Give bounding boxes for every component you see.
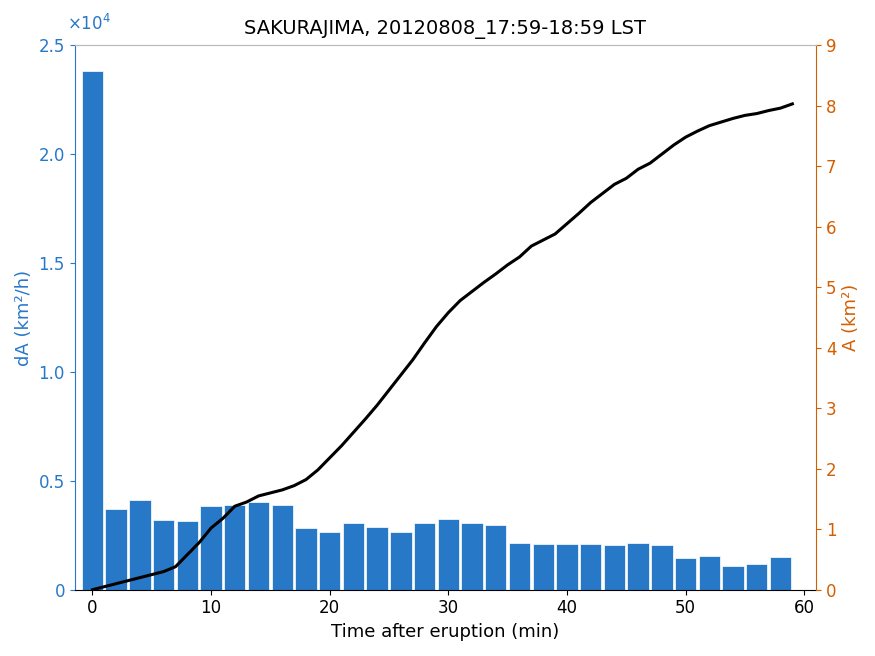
Bar — [414, 523, 435, 590]
Bar — [390, 532, 411, 590]
Bar — [651, 545, 673, 590]
X-axis label: Time after eruption (min): Time after eruption (min) — [332, 623, 559, 641]
Bar — [438, 519, 459, 590]
Bar — [627, 543, 649, 590]
Bar — [770, 557, 791, 590]
Bar — [509, 543, 530, 590]
Bar — [723, 565, 744, 590]
Bar — [248, 501, 270, 590]
Bar — [604, 545, 625, 590]
Bar — [295, 527, 317, 590]
Bar — [153, 520, 174, 590]
Bar — [343, 523, 364, 590]
Bar — [177, 521, 198, 590]
Bar — [533, 544, 554, 590]
Bar — [319, 532, 340, 590]
Title: SAKURAJIMA, 20120808_17:59-18:59 LST: SAKURAJIMA, 20120808_17:59-18:59 LST — [244, 20, 647, 39]
Bar — [81, 72, 103, 590]
Bar — [746, 564, 767, 590]
Bar — [271, 504, 293, 590]
Bar — [106, 509, 127, 590]
Bar — [367, 527, 388, 590]
Text: $\times10^4$: $\times10^4$ — [67, 14, 111, 34]
Bar — [556, 544, 578, 590]
Bar — [485, 525, 507, 590]
Bar — [580, 544, 601, 590]
Bar — [675, 558, 696, 590]
Bar — [200, 506, 221, 590]
Y-axis label: dA (km²/h): dA (km²/h) — [15, 270, 33, 365]
Bar — [461, 523, 483, 590]
Bar — [130, 501, 150, 590]
Bar — [224, 504, 246, 590]
Bar — [698, 556, 720, 590]
Y-axis label: A (km²): A (km²) — [842, 284, 860, 351]
